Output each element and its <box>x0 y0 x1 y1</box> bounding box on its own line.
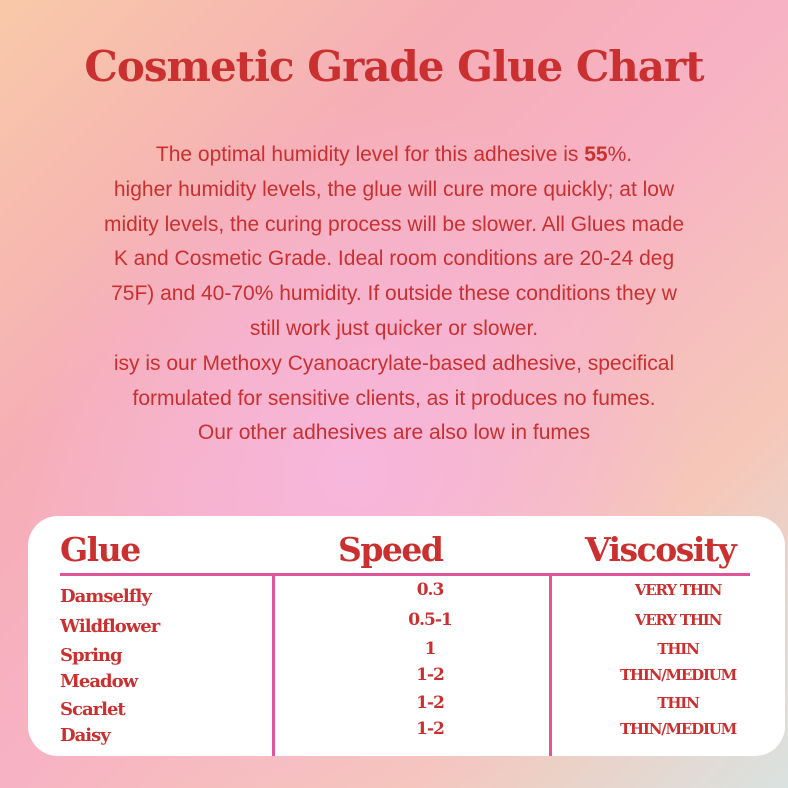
row-speed: 1-2 <box>416 693 445 713</box>
row-speed: 0.3 <box>416 580 445 600</box>
description: The optimal humidity level for this adhe… <box>0 138 788 451</box>
row-speed: 1-2 <box>416 719 445 739</box>
row-viscosity: THIN <box>657 640 699 658</box>
text-line: higher humidity levels, the glue will cu… <box>113 177 675 201</box>
column-divider <box>272 576 275 756</box>
humidity-line: The optimal humidity level for this adhe… <box>0 138 788 173</box>
text-line: still work just quicker or slower. <box>249 316 539 340</box>
row-speed: 1-2 <box>416 665 445 685</box>
text: %. <box>607 143 633 166</box>
row-glue: Wildflower <box>60 616 160 637</box>
row-viscosity: THIN/MEDIUM <box>619 720 737 738</box>
text-line: 75F) and 40-70% humidity. If outside the… <box>111 282 677 306</box>
row-glue: Damselfly <box>60 586 152 607</box>
header-speed: Speed <box>338 530 444 569</box>
header-divider <box>60 573 750 576</box>
row-viscosity: VERY THIN <box>634 611 722 629</box>
row-viscosity: THIN/MEDIUM <box>619 666 737 684</box>
text: The optimal humidity level for this adhe… <box>155 143 585 166</box>
row-viscosity: THIN <box>657 694 699 712</box>
text-line: midity levels, the curing process will b… <box>103 212 685 236</box>
text-line: isy is our Methoxy Cyanoacrylate-based a… <box>113 351 675 375</box>
row-speed: 0.5-1 <box>408 610 452 630</box>
column-divider <box>549 576 552 756</box>
row-glue: Scarlet <box>60 699 126 720</box>
row-glue: Daisy <box>60 725 111 746</box>
page-title: Cosmetic Grade Glue Chart <box>84 42 704 91</box>
row-glue: Spring <box>60 645 123 666</box>
text-line: Our other adhesives are also low in fume… <box>197 421 591 445</box>
glue-table: Glue Speed Viscosity Damselfly 0.3 VERY TH… <box>28 516 785 756</box>
text-line: formulated for sensitive clients, as it … <box>132 386 656 410</box>
row-speed: 1 <box>424 639 437 659</box>
text-line: K and Cosmetic Grade. Ideal room conditi… <box>113 247 675 271</box>
header-glue: Glue <box>60 530 141 569</box>
row-viscosity: VERY THIN <box>634 581 722 599</box>
humidity-value: 55 <box>584 143 608 166</box>
row-glue: Meadow <box>60 671 138 692</box>
header-viscosity: Viscosity <box>585 530 737 569</box>
